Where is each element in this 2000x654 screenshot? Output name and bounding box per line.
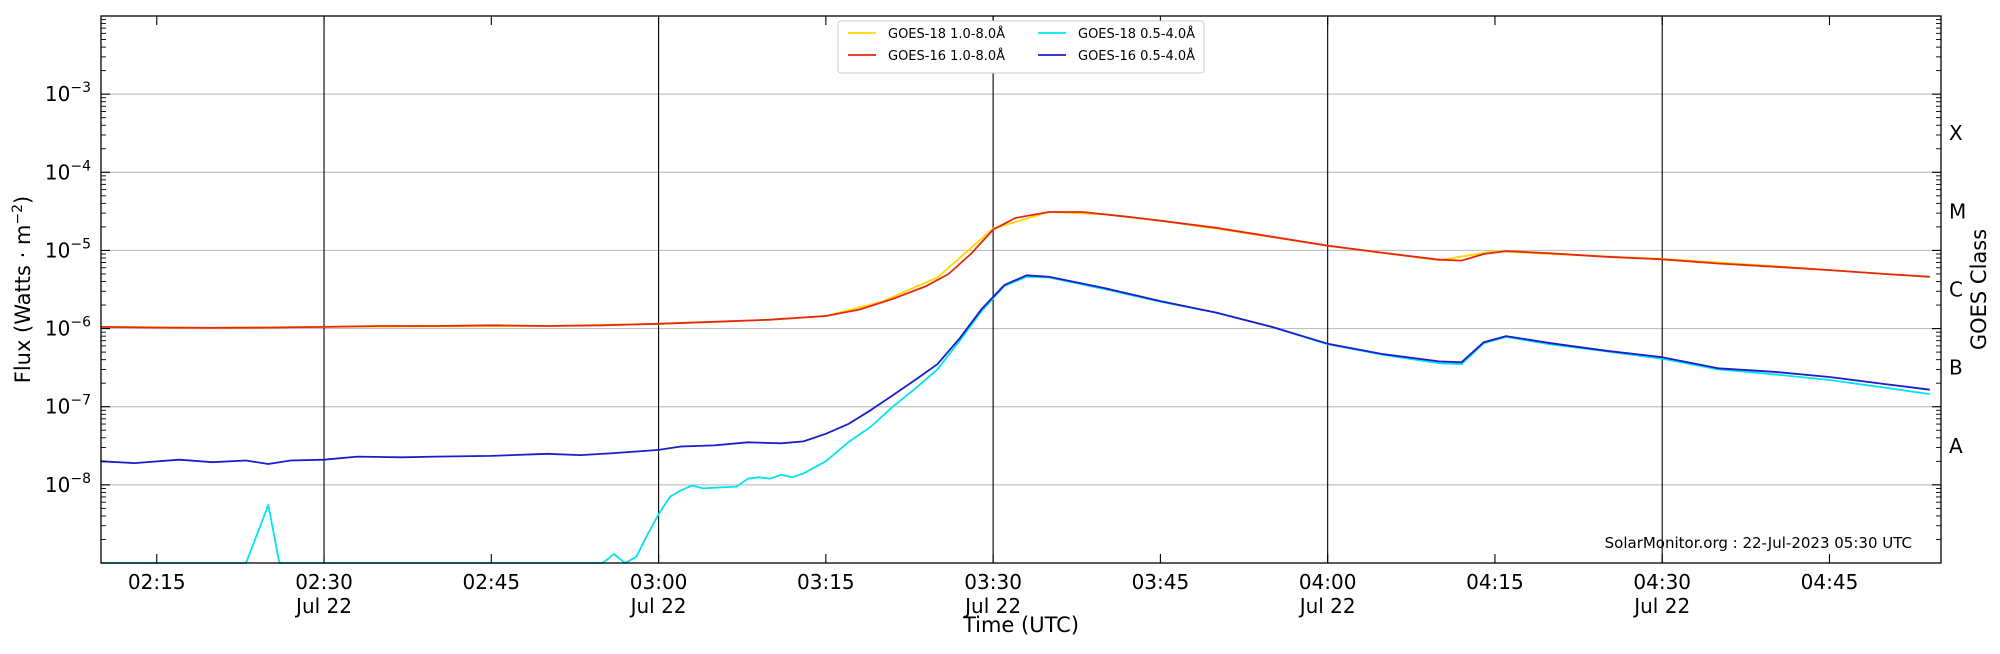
y-tick-label: 10−7 (45, 393, 91, 419)
plot-frame (100, 15, 1942, 564)
series-line (101, 275, 1930, 564)
x-tick-label: 03:15 (797, 570, 855, 594)
time-markers (323, 16, 1663, 563)
goes-class-label: C (1949, 278, 1963, 302)
x-tick-label: 03:45 (1132, 570, 1190, 594)
x-tick-label: 02:45 (462, 570, 520, 594)
x-tick-date-label: Jul 22 (629, 594, 687, 618)
x-tick-date-label: Jul 22 (963, 594, 1021, 618)
series-line (100, 274, 1930, 465)
goes-class-label: M (1949, 199, 1966, 223)
legend-label: GOES-18 0.5-4.0Å (1078, 26, 1195, 42)
y-tick-label: 10−4 (45, 158, 91, 184)
grid-layer (101, 93, 1941, 486)
series-layer (100, 211, 1930, 564)
x-tick-label: 02:15 (128, 570, 186, 594)
series-line (100, 211, 1930, 329)
goes-class-label: X (1949, 121, 1963, 145)
x-tick-label: 03:00 (630, 570, 688, 594)
x-tick-label: 04:15 (1466, 570, 1524, 594)
legend: GOES-18 1.0-8.0Å GOES-18 0.5-4.0Å GOES-16 … (837, 20, 1205, 74)
goes-class-label: A (1949, 434, 1963, 458)
x-tick-date-label: Jul 22 (1298, 594, 1356, 618)
goes-class-label: B (1949, 356, 1963, 380)
x-tick-label: 04:45 (1801, 570, 1859, 594)
y-tick-label: 10−5 (45, 236, 91, 262)
legend-label: GOES-18 1.0-8.0Å (888, 26, 1005, 42)
y-axis-label: Flux (Watts · m−2) (10, 196, 35, 384)
x-tick-date-label: Jul 22 (1632, 594, 1690, 618)
source-annotation: SolarMonitor.org : 22-Jul-2023 05:30 UTC (1605, 534, 1912, 552)
y-tick-label: 10−8 (45, 471, 91, 497)
x-tick-label: 02:30 (295, 570, 353, 594)
x-tick-label: 03:30 (964, 570, 1022, 594)
x-tick-label: 04:00 (1299, 570, 1357, 594)
x-tick-date-label: Jul 22 (294, 594, 352, 618)
x-axis-label: Time (UTC) (962, 613, 1079, 637)
legend-label: GOES-16 0.5-4.0Å (1078, 48, 1195, 64)
y-tick-label: 10−6 (45, 315, 91, 341)
y-tick-label: 10−3 (45, 80, 91, 106)
legend-label: GOES-16 1.0-8.0Å (888, 48, 1005, 64)
legend-box (837, 20, 1205, 74)
series-line (100, 211, 1930, 329)
x-tick-label: 04:30 (1633, 570, 1691, 594)
right-axis-label: GOES Class (1967, 229, 1991, 350)
